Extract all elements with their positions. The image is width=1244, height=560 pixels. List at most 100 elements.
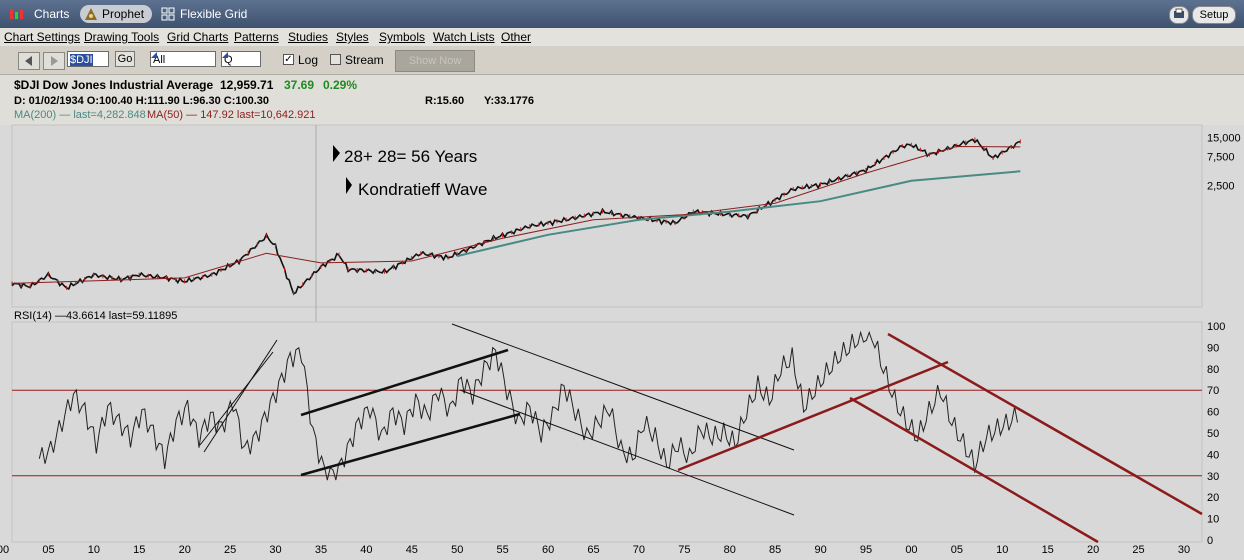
x-tick-label: 95 xyxy=(860,544,872,556)
rsi-tick-label: 80 xyxy=(1207,364,1219,376)
quote-r-value: R:15.60 xyxy=(425,95,465,107)
tab-prophet[interactable]: Prophet xyxy=(80,5,153,23)
trend-line xyxy=(887,332,1203,516)
ma50-name: MA(50) xyxy=(147,109,184,121)
charts-icon xyxy=(10,9,23,19)
chart-annotations: 28+ 28= 56 Years Kondratieff Wave xyxy=(333,145,487,199)
x-tick-label: 90 xyxy=(814,544,826,556)
x-tick-label: 40 xyxy=(360,544,372,556)
quote-change-pct: 0.29% xyxy=(323,78,358,92)
x-tick-label: 65 xyxy=(587,544,599,556)
x-tick-label: 05 xyxy=(951,544,963,556)
rsi-legend: RSI(14) —43.6614 last=59.11895 xyxy=(14,310,177,322)
rsi-plot-area xyxy=(11,321,1203,543)
quote-last: 12,959.71 xyxy=(220,78,274,92)
period-select[interactable]: Q xyxy=(221,51,261,67)
arrow-right-icon xyxy=(51,56,58,66)
x-tick-label: 50 xyxy=(451,544,463,556)
x-tick-label: 70 xyxy=(633,544,645,556)
ma200-line xyxy=(456,170,1021,258)
x-tick-label: 10 xyxy=(88,544,100,556)
ma50-line xyxy=(11,145,1021,284)
price-tick-label: 2,500 xyxy=(1207,181,1235,193)
quote-ohlc: D: 01/02/1934 O:100.40 H:111.90 L:96.30 … xyxy=(14,95,270,107)
ma200-last: last=4,282.848 xyxy=(73,109,146,121)
symbol-input[interactable]: $DJI xyxy=(67,51,109,67)
grid-icon xyxy=(161,7,175,21)
print-icon xyxy=(1174,8,1184,18)
print-button[interactable] xyxy=(1169,6,1189,24)
trend-line xyxy=(677,360,949,472)
forward-button[interactable] xyxy=(43,52,65,70)
menu-bar: Chart Settings Drawing Tools Grid Charts… xyxy=(0,28,1244,46)
rsi-tick-label: 0 xyxy=(1207,535,1213,547)
stream-checkbox[interactable] xyxy=(330,54,341,65)
back-button[interactable] xyxy=(18,52,40,70)
x-tick-label: 20 xyxy=(1087,544,1099,556)
menu-chart-settings[interactable]: Chart Settings xyxy=(4,30,81,44)
stream-label: Stream xyxy=(345,53,384,67)
quote-change: 37.69 xyxy=(284,78,315,92)
x-tick-label: 55 xyxy=(497,544,509,556)
trend-line xyxy=(849,396,1099,544)
chart-toolbar: $DJI Go All Q ✓ Log Stream Show Now xyxy=(0,46,1244,75)
menu-studies[interactable]: Studies xyxy=(288,30,329,44)
price-tick-label: 7,500 xyxy=(1207,151,1235,163)
rsi-panel: 1009080706050403020100000510152025303540… xyxy=(0,321,1225,556)
menu-drawing-tools[interactable]: Drawing Tools xyxy=(84,30,160,44)
x-tick-label: 10 xyxy=(996,544,1008,556)
log-checkbox[interactable]: ✓ xyxy=(283,54,294,65)
rsi-tick-label: 40 xyxy=(1207,449,1219,461)
tab-charts-label: Charts xyxy=(34,7,70,21)
rsi-tick-label: 90 xyxy=(1207,342,1219,354)
x-tick-label: 20 xyxy=(179,544,191,556)
dropdown-corner-icon xyxy=(151,52,157,58)
show-now-button: Show Now xyxy=(395,50,475,72)
x-tick-label: 00 xyxy=(0,544,9,556)
rsi-tick-label: 60 xyxy=(1207,407,1219,419)
rsi-tick-label: 100 xyxy=(1207,321,1225,333)
rsi-tick-label: 10 xyxy=(1207,514,1219,526)
rsi-line xyxy=(38,330,1018,481)
prophet-logo-icon xyxy=(85,8,97,20)
ma200-name: MA(200) xyxy=(14,109,57,121)
annotation-arrow-icon xyxy=(346,177,352,194)
x-tick-label: 05 xyxy=(42,544,54,556)
menu-grid-charts[interactable]: Grid Charts xyxy=(167,30,229,44)
x-tick-label: 35 xyxy=(315,544,327,556)
x-tick-label: 25 xyxy=(1132,544,1144,556)
x-tick-label: 80 xyxy=(724,544,736,556)
x-tick-label: 30 xyxy=(1178,544,1190,556)
menu-watch-lists[interactable]: Watch Lists xyxy=(433,30,495,44)
x-tick-label: 15 xyxy=(1042,544,1054,556)
menu-styles[interactable]: Styles xyxy=(336,30,369,44)
go-button[interactable]: Go xyxy=(115,51,135,67)
log-label: Log xyxy=(298,53,319,67)
symbol-input-value: $DJI xyxy=(70,54,93,66)
x-tick-label: 45 xyxy=(406,544,418,556)
price-tick-label: 15,000 xyxy=(1207,133,1241,145)
menu-patterns[interactable]: Patterns xyxy=(234,30,279,44)
setup-button[interactable]: Setup xyxy=(1192,6,1236,24)
tab-flexible-grid-label: Flexible Grid xyxy=(180,7,248,21)
ma50-label: MA(50) — 147.92 last=10,642.921 xyxy=(147,109,316,121)
trend-line xyxy=(203,339,278,453)
x-tick-label: 75 xyxy=(678,544,690,556)
tab-prophet-label: Prophet xyxy=(102,7,145,21)
rsi-tick-label: 70 xyxy=(1207,385,1219,397)
menu-other[interactable]: Other xyxy=(501,30,532,44)
range-select[interactable]: All xyxy=(150,51,216,67)
quote-title: $DJI Dow Jones Industrial Average xyxy=(14,78,214,92)
trend-line xyxy=(459,389,795,516)
annotation-kondratieff: Kondratieff Wave xyxy=(358,180,487,199)
trend-line xyxy=(199,351,274,446)
annotation-arrow-icon xyxy=(333,145,340,162)
menu-symbols[interactable]: Symbols xyxy=(379,30,426,44)
ma200-label: MA(200) — last=4,282.848 xyxy=(14,109,146,121)
x-tick-label: 15 xyxy=(133,544,145,556)
app-topbar: Charts Prophet Flexible Grid Setup xyxy=(0,0,1244,28)
trend-line xyxy=(451,323,795,451)
trend-line xyxy=(300,412,521,477)
x-tick-label: 60 xyxy=(542,544,554,556)
